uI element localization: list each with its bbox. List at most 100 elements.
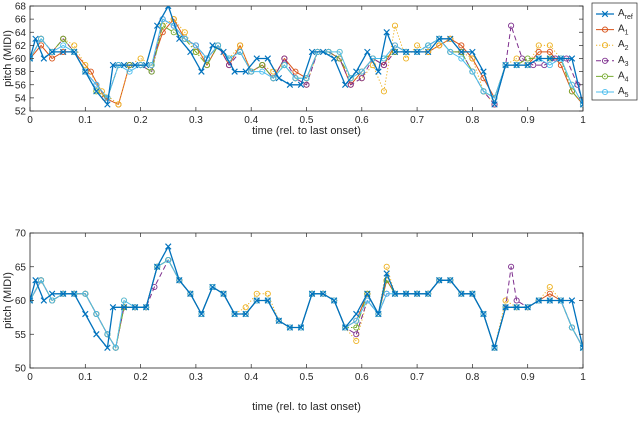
- data-point: [579, 101, 583, 108]
- series-a-ref: [30, 243, 583, 351]
- data-point: [209, 283, 216, 291]
- data-point: [308, 290, 316, 297]
- data-point: [303, 81, 310, 88]
- y-tick-label: 65: [15, 262, 27, 273]
- data-point: [120, 61, 128, 69]
- data-point: [546, 297, 554, 304]
- data-point: [104, 101, 111, 108]
- legend-marker-circle: [601, 57, 609, 64]
- y-tick-label: 54: [15, 93, 27, 104]
- data-point: [71, 290, 78, 297]
- data-point: [502, 61, 509, 69]
- data-point: [535, 55, 542, 62]
- data-point: [231, 310, 238, 318]
- top-x-axis-label: time (rel. to last onset): [252, 125, 361, 137]
- data-point: [165, 6, 172, 10]
- data-point: [491, 101, 498, 108]
- data-point: [513, 297, 520, 304]
- data-point: [104, 344, 111, 351]
- data-point: [491, 101, 498, 108]
- data-point: [154, 263, 161, 270]
- data-point: [242, 304, 249, 311]
- data-point: [568, 324, 575, 331]
- top-plot-area: [29, 5, 584, 112]
- data-point: [242, 310, 249, 318]
- bottom-plot-area: [29, 232, 584, 369]
- data-point: [458, 48, 465, 56]
- y-tick-label: 58: [15, 67, 27, 78]
- data-point: [30, 297, 34, 304]
- data-point: [82, 62, 89, 69]
- top-series-layer: [30, 6, 583, 108]
- data-point: [546, 55, 554, 62]
- data-point: [535, 42, 542, 49]
- legend-label: A5: [618, 86, 629, 99]
- data-point: [71, 48, 78, 56]
- x-tick-label: 0.5: [300, 372, 314, 383]
- data-point: [275, 74, 283, 82]
- data-point: [364, 290, 371, 297]
- data-point: [264, 55, 271, 62]
- data-point: [502, 297, 509, 304]
- x-tick-label: 0: [27, 115, 33, 126]
- data-point: [82, 290, 89, 297]
- data-point: [308, 48, 316, 56]
- legend-item-a-1: A1: [596, 24, 629, 37]
- data-point: [38, 277, 45, 284]
- data-point: [48, 290, 56, 297]
- data-point: [220, 48, 227, 56]
- data-point: [237, 42, 244, 49]
- data-point: [524, 61, 531, 69]
- data-point: [154, 22, 161, 29]
- data-point: [170, 29, 177, 36]
- legend-label: A3: [618, 55, 629, 68]
- data-point: [447, 35, 454, 43]
- data-point: [176, 277, 183, 284]
- data-point: [59, 48, 67, 56]
- data-point: [82, 68, 89, 75]
- data-point: [275, 317, 283, 324]
- data-point: [347, 81, 354, 88]
- data-point: [159, 22, 166, 29]
- data-point: [480, 88, 487, 95]
- data-point: [424, 290, 432, 297]
- data-point: [383, 270, 390, 277]
- data-point: [383, 290, 390, 297]
- data-point: [49, 55, 56, 62]
- data-point: [181, 35, 188, 42]
- data-point: [513, 304, 520, 311]
- data-point: [364, 290, 371, 297]
- x-tick-label: 0.1: [78, 115, 92, 126]
- data-point: [491, 344, 498, 351]
- data-point: [546, 283, 553, 291]
- data-point: [375, 310, 382, 318]
- x-tick-label: 0.3: [189, 372, 203, 383]
- data-point: [502, 304, 509, 311]
- data-point: [535, 48, 542, 55]
- data-point: [264, 290, 271, 297]
- data-point: [331, 297, 338, 304]
- data-point: [568, 88, 575, 95]
- data-point: [383, 29, 390, 36]
- data-point: [391, 290, 399, 297]
- x-tick-label: 0.7: [410, 115, 424, 126]
- data-point: [436, 35, 443, 43]
- data-point: [209, 42, 216, 49]
- data-point: [383, 263, 390, 270]
- y-tick-label: 52: [15, 107, 27, 118]
- data-point: [546, 62, 553, 69]
- data-point: [259, 68, 266, 75]
- data-point: [358, 68, 365, 75]
- data-point: [535, 297, 542, 304]
- data-point: [480, 68, 487, 75]
- y-tick-label: 68: [15, 2, 27, 13]
- legend-marker-circle: [601, 42, 609, 49]
- data-point: [480, 310, 487, 318]
- bottom-pitch-chart: 0 0.1 0.2 0.3 0.4 0.5 0.6 0.7 0.8 0.9 1 50 55 60 65 70…: [2, 229, 586, 414]
- data-point: [248, 68, 255, 75]
- data-point: [303, 75, 310, 82]
- data-point: [508, 263, 515, 270]
- data-point: [364, 48, 371, 56]
- data-point: [330, 297, 338, 304]
- legend-item-a-4: A4: [596, 70, 629, 83]
